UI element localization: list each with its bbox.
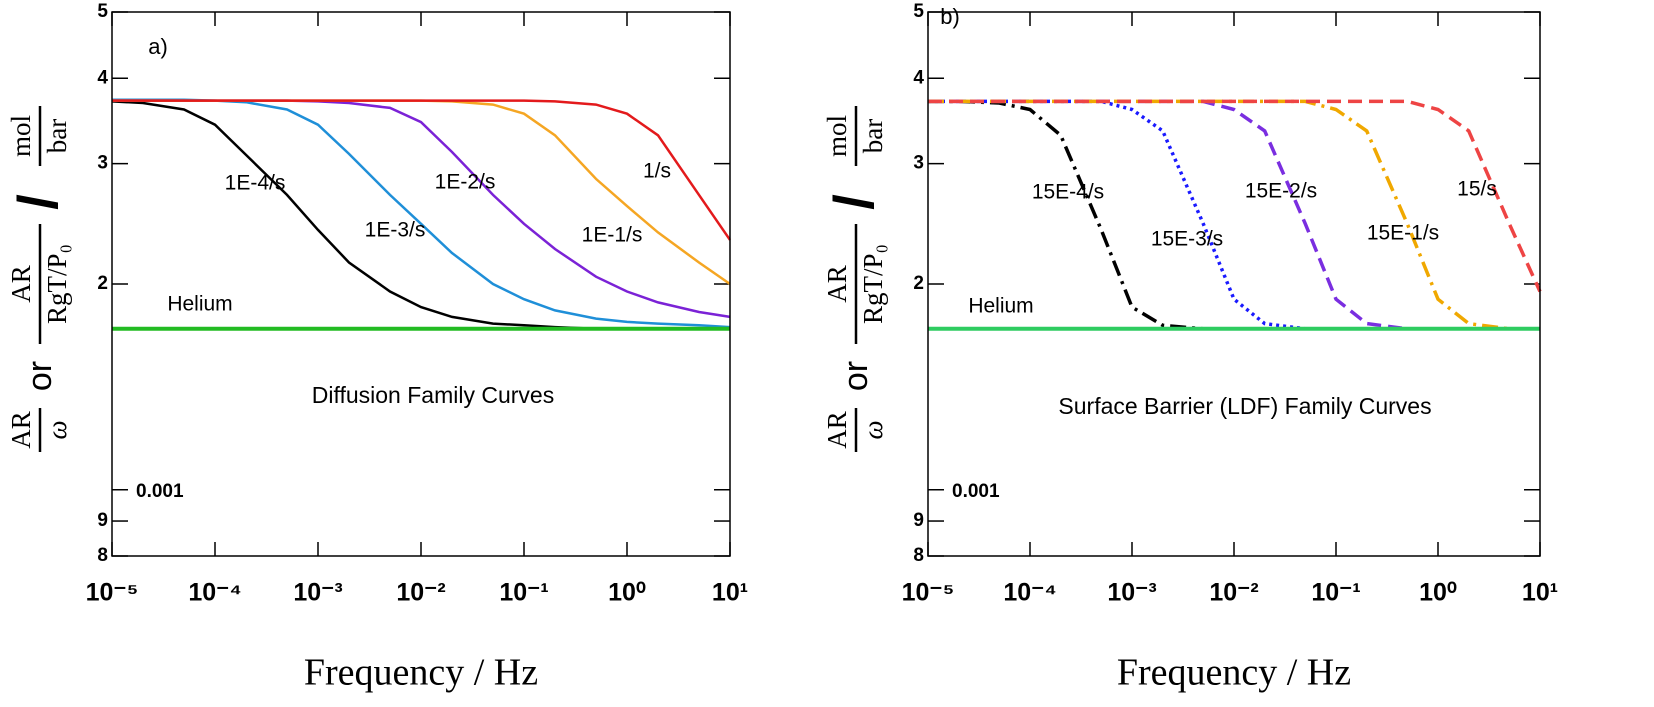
y-title-part: RgT/P₀: [858, 244, 888, 324]
x-tick-label: 10⁻²: [396, 579, 445, 607]
y-tick-label: 8: [97, 545, 108, 566]
curve-label: 15/s: [1457, 178, 1497, 201]
x-tick-label: 10⁻³: [293, 579, 342, 607]
y-title-part: AR: [6, 411, 36, 449]
panel-label: b): [940, 4, 960, 29]
x-tick-label: 10⁻⁵: [86, 579, 139, 607]
curve-label: 15E-1/s: [1367, 222, 1439, 245]
curve-label: 1E-2/s: [435, 171, 496, 194]
x-tick-label: 10⁻⁴: [1003, 579, 1056, 607]
x-tick-label: 10¹: [712, 579, 748, 607]
series-group: [928, 99, 1542, 331]
x-tick-label: 10⁻¹: [1311, 579, 1360, 607]
y-tick-label: 8: [913, 545, 924, 566]
y-title-part: or: [21, 361, 59, 391]
y-title-part: AR: [6, 265, 36, 303]
y-title-part: ω: [42, 420, 72, 439]
plot-frame: [927, 11, 1541, 557]
annotation: Surface Barrier (LDF) Family Curves: [1058, 393, 1431, 419]
data-line: [112, 99, 731, 319]
curve-label: 15E-2/s: [1245, 180, 1317, 203]
y-title-part: mol: [822, 115, 852, 157]
y-tick-label: 9: [97, 510, 108, 531]
x-tick-label: 10⁰: [1419, 579, 1457, 607]
x-tick-label: 10⁻²: [1209, 579, 1258, 607]
x-tick-label: 10⁻⁵: [902, 579, 955, 607]
curve-label: Helium: [968, 295, 1033, 318]
curve-label: 15E-3/s: [1151, 228, 1223, 251]
y-tick-label: 0.001: [952, 481, 1000, 502]
panel-label: a): [148, 34, 168, 59]
data-line: [928, 99, 1542, 293]
y-tick-label: 2: [97, 273, 108, 294]
x-tick-label: 10⁰: [608, 579, 646, 607]
y-title-part: mol: [6, 115, 36, 157]
curve-label: 1E-1/s: [582, 224, 643, 247]
y-tick-label: 2: [913, 273, 924, 294]
x-axis-title: Frequency / Hz: [1117, 652, 1351, 694]
data-line: [112, 99, 731, 286]
y-title-part: /: [822, 194, 885, 210]
y-title-part: AR: [822, 265, 852, 303]
y-title-part: AR: [822, 411, 852, 449]
y-tick-label: 5: [97, 1, 108, 22]
curve-label: Helium: [167, 293, 232, 316]
x-tick-label: 10¹: [1522, 579, 1558, 607]
y-tick-label: 3: [913, 153, 924, 174]
x-tick-label: 10⁻¹: [499, 579, 548, 607]
curve-label: 1E-4/s: [225, 172, 286, 195]
y-tick-label: 0.001: [136, 481, 184, 502]
curve-label: 1E-3/s: [365, 219, 426, 242]
y-tick-label: 5: [913, 1, 924, 22]
series-group: [111, 98, 732, 331]
y-tick-label: 4: [97, 67, 108, 88]
annotation: Diffusion Family Curves: [312, 382, 554, 408]
data-line: [112, 99, 732, 241]
y-title-part: bar: [858, 119, 888, 153]
x-tick-label: 10⁻⁴: [188, 579, 241, 607]
y-title-part: ω: [858, 420, 888, 439]
curve-label: 1/s: [643, 160, 671, 183]
y-tick-label: 3: [97, 153, 108, 174]
y-tick-label: 4: [913, 67, 924, 88]
y-title-part: bar: [42, 119, 72, 153]
y-tick-label: 9: [913, 510, 924, 531]
plot-frame: [111, 11, 731, 557]
y-title-part: /: [6, 194, 69, 210]
x-tick-label: 10⁻³: [1107, 579, 1156, 607]
y-title-part: or: [837, 361, 875, 391]
x-axis-title: Frequency / Hz: [304, 652, 538, 694]
y-title-part: RgT/P₀: [42, 244, 72, 324]
data-line: [928, 99, 1540, 331]
curve-label: 15E-4/s: [1032, 181, 1104, 204]
